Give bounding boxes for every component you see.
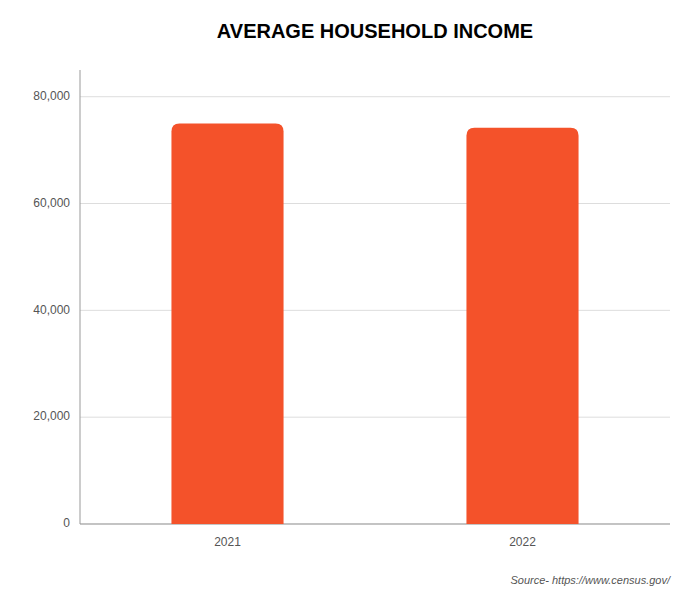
grid-line [80,96,670,97]
grid-line [80,310,670,311]
grid [80,97,670,524]
grid-line [80,203,670,204]
source-note: Source- https://www.census.gov/ [510,574,671,586]
y-tick-label: 60,000 [33,196,70,210]
x-tick-label: 2022 [509,535,536,549]
bars [171,123,578,524]
bar [171,123,283,524]
grid-line [80,417,670,418]
y-tick-label: 0 [63,516,70,530]
y-tick-label: 80,000 [33,89,70,103]
x-axis-line [80,524,670,525]
y-axis-line [80,70,81,524]
grid-line [80,524,670,525]
title: AVERAGE HOUSEHOLD INCOME [217,20,533,42]
y-tick-label: 40,000 [33,303,70,317]
chart-svg: 0 20,000 40,000 60,000 80,000 2021 2022 AVERAGE… [0,0,700,604]
x-axis: 2021 2022 [214,535,536,549]
chart-container: 0 20,000 40,000 60,000 80,000 2021 2022 AVERAGE… [0,0,700,604]
bar [466,128,578,524]
y-tick-label: 20,000 [33,409,70,423]
y-axis: 0 20,000 40,000 60,000 80,000 [33,70,670,530]
x-tick-label: 2021 [214,535,241,549]
